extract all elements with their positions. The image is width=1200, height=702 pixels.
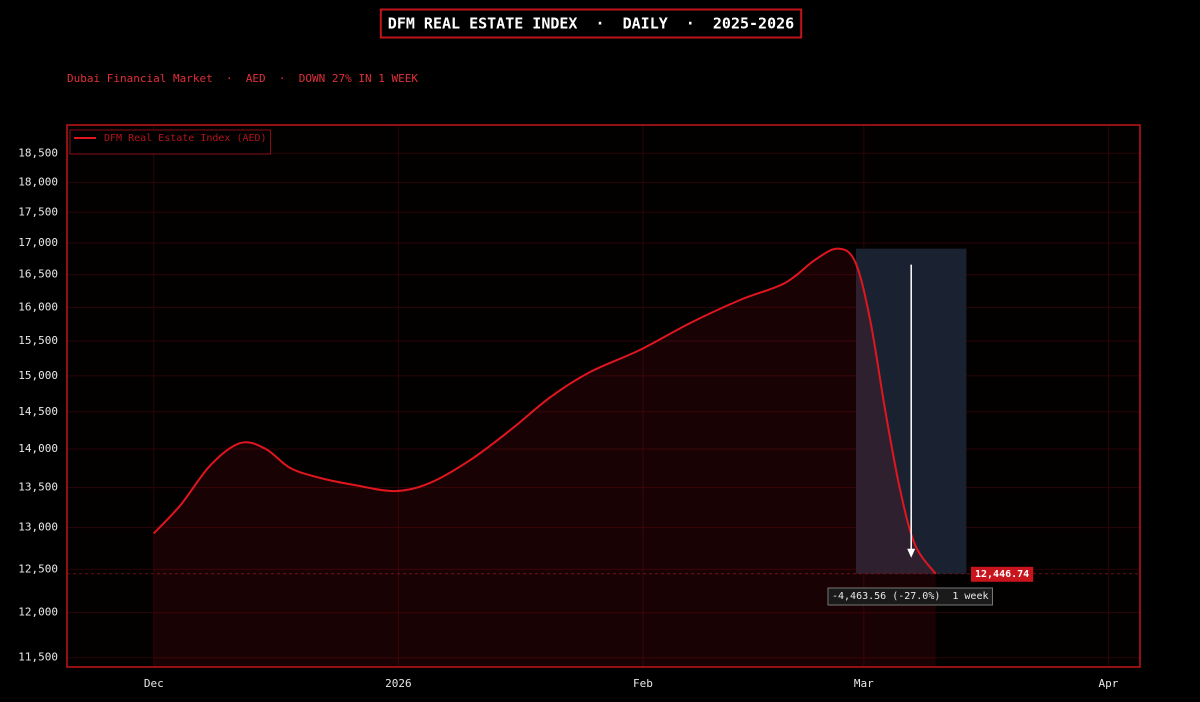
x-tick-label: Dec	[144, 677, 164, 690]
y-tick-label: 13,000	[18, 521, 58, 534]
x-tick-label: Mar	[854, 677, 874, 690]
chart-title: DFM REAL ESTATE INDEX · DAILY · 2025-202…	[388, 15, 794, 33]
legend-label: DFM Real Estate Index (AED)	[104, 133, 267, 144]
y-tick-label: 14,500	[18, 405, 58, 418]
title-box	[379, 8, 803, 39]
plot-frame	[66, 124, 1141, 668]
chart-subtitle: Dubai Financial Market · AED · DOWN 27% …	[67, 72, 418, 85]
y-tick-label: 15,000	[18, 369, 58, 382]
y-tick-label: 12,500	[18, 562, 58, 575]
price-tag-label: 12,446.74	[975, 569, 1029, 580]
y-tick-label: 13,500	[18, 481, 58, 494]
y-tick-label: 18,000	[18, 175, 58, 188]
y-tick-label: 11,500	[18, 651, 58, 664]
y-tick-label: 17,500	[18, 205, 58, 218]
line-area	[153, 248, 936, 667]
y-tick-label: 16,500	[18, 268, 58, 281]
y-tick-label: 14,000	[18, 442, 58, 455]
drop-period: 1 week	[952, 591, 988, 602]
legend: DFM Real Estate Index (AED)	[69, 129, 272, 155]
line	[153, 247, 937, 575]
y-tick-label: 15,500	[18, 334, 58, 347]
y-tick-label: 16,000	[18, 300, 58, 313]
price-tag: 12,446.74	[971, 566, 1034, 582]
y-tick-label: 18,500	[18, 146, 58, 159]
x-tick-label: Feb	[633, 677, 653, 690]
y-tick-label: 12,000	[18, 606, 58, 619]
drop-label: -4,463.56 (-27.0%)	[832, 591, 940, 602]
price-tag-box	[971, 566, 1034, 582]
x-tick-label: 2026	[385, 677, 412, 690]
arrow-head	[907, 548, 916, 558]
x-tick-label: Apr	[1099, 677, 1119, 690]
drop-annotation-box	[827, 587, 993, 606]
legend-box	[69, 129, 272, 155]
y-tick-label: 17,000	[18, 236, 58, 249]
drop-annotation: -4,463.56 (-27.0%) 1 week	[827, 587, 993, 606]
